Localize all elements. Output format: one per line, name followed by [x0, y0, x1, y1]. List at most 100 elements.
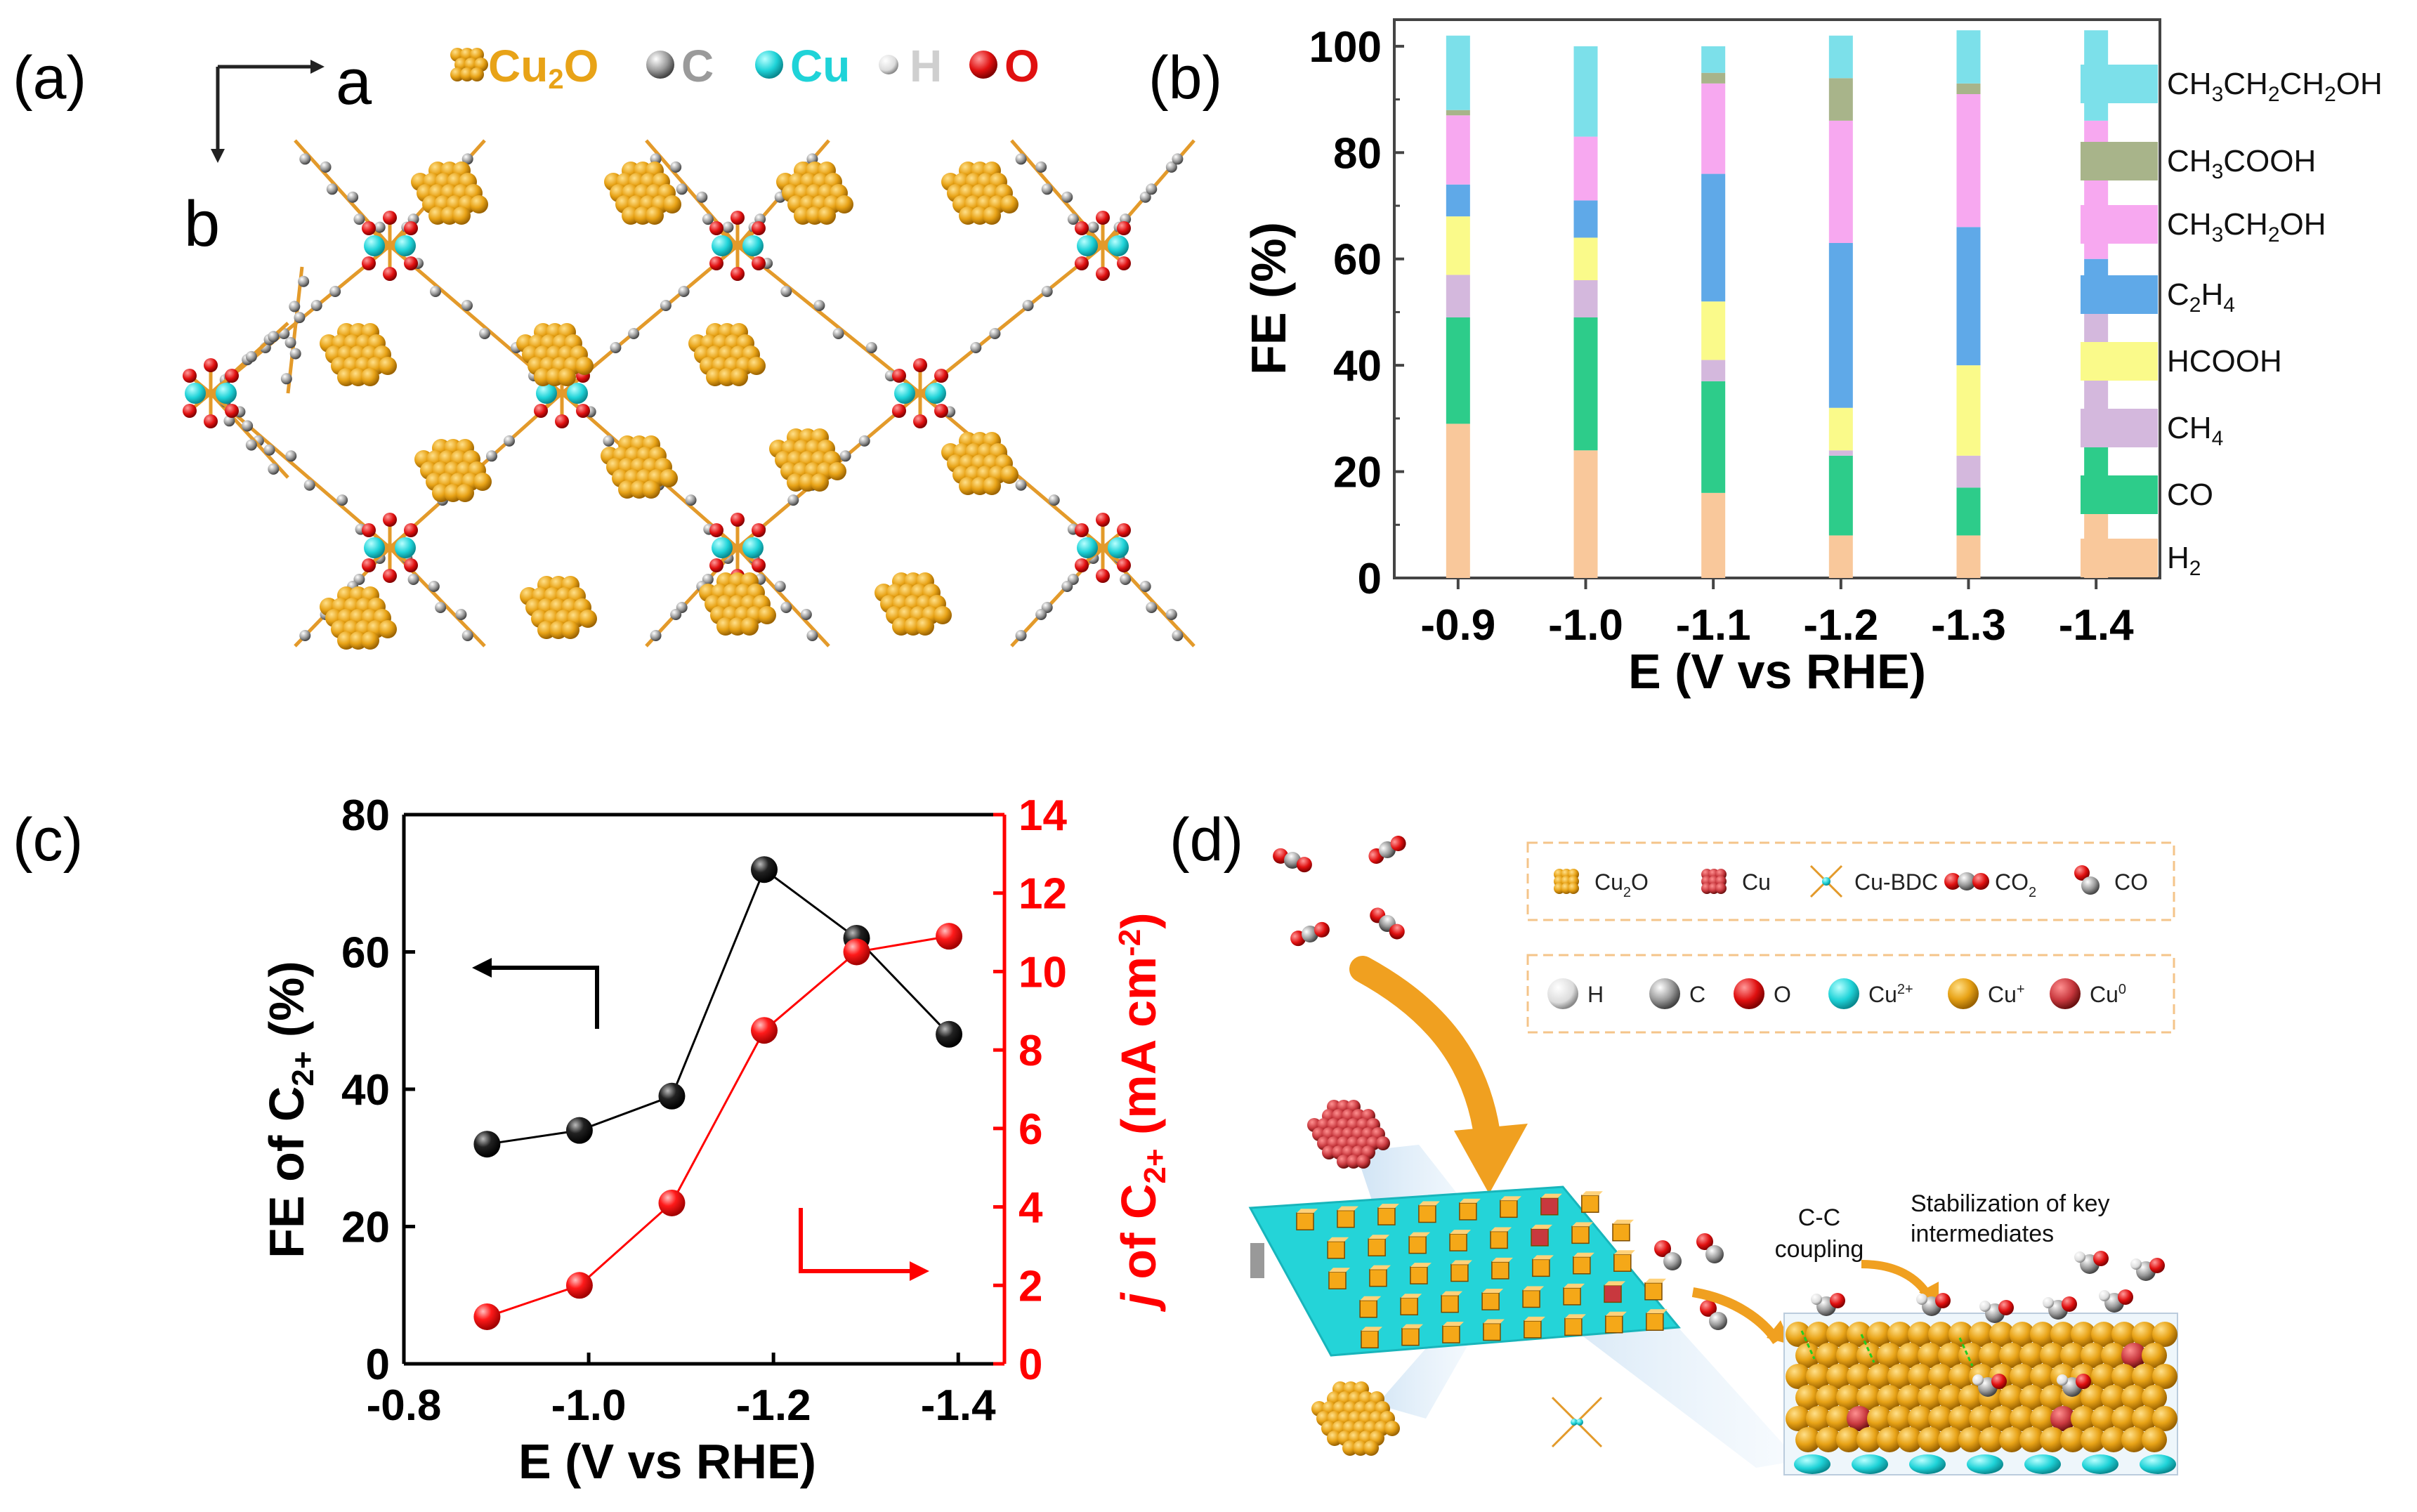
- cu-plus-atom: [1816, 1385, 1841, 1410]
- cu-plus-atom: [1786, 1364, 1811, 1389]
- legend-swatch: [2081, 342, 2158, 381]
- bar-h2--1.0: [1573, 450, 1598, 578]
- fe-point-3: [751, 856, 778, 883]
- carbon-atom: [1035, 609, 1047, 620]
- cu-plus-atom: [1908, 1322, 1933, 1347]
- atom-sphere-icon: [1547, 978, 1578, 1009]
- cu2o-nanocluster: [520, 576, 597, 639]
- cu-plus-atom: [2101, 1385, 2126, 1410]
- carbon-atom: [245, 350, 257, 362]
- carbon-atom: [1139, 191, 1151, 203]
- bar-hcooh--1.2: [1828, 407, 1853, 451]
- co2-molecule-icon: [1370, 907, 1405, 940]
- cu-plus-atom: [1979, 1427, 2004, 1452]
- cu2o-cube: [1532, 1255, 1554, 1277]
- j-point-2: [658, 1189, 686, 1216]
- cu2o-nanocluster: [604, 162, 681, 225]
- oxygen-atom: [1075, 221, 1089, 235]
- cu-cluster: [1307, 1100, 1390, 1169]
- adsorbate-icon: [2074, 1251, 2109, 1274]
- oxygen-atom: [731, 211, 745, 225]
- legend-item-o: O: [969, 41, 1040, 91]
- cu0-atom: [1847, 1406, 1872, 1431]
- oxygen-atom: [404, 256, 418, 270]
- paddlewheel-node: [362, 513, 418, 583]
- y-tick-label: 20: [1333, 449, 1382, 497]
- carbon-atom: [263, 444, 275, 456]
- carbon-atom: [289, 301, 301, 313]
- cu-plus-atom: [2040, 1427, 2065, 1452]
- cu2o-nanocluster: [699, 572, 776, 636]
- cu2o-cube: [1361, 1327, 1382, 1348]
- chart-b-xlabel: E (V vs RHE): [1628, 644, 1926, 699]
- carbon-atom: [650, 630, 662, 641]
- cu0-atom: [2121, 1343, 2147, 1368]
- oxygen-atom: [1117, 523, 1131, 537]
- y-left-tick-label: 20: [341, 1204, 390, 1252]
- cu-plus-atom: [1786, 1322, 1811, 1347]
- legend-item-ch3ch2oh: CH3​CH2​OH: [2081, 205, 2326, 246]
- carbon-atom: [479, 328, 490, 339]
- paddlewheel-node: [183, 358, 239, 428]
- paddlewheel-node: [892, 358, 948, 428]
- cu-plus-atom: [2091, 1364, 2116, 1389]
- bar-ch3ch2oh--1.1: [1701, 83, 1726, 174]
- cu2o-nanocluster: [875, 572, 952, 636]
- carbon-atom: [320, 161, 332, 173]
- legend-atom-c: C: [1649, 978, 1705, 1009]
- oxygen-atom: [362, 523, 376, 537]
- j-point-4: [843, 938, 870, 966]
- small-arrow-2-icon: [1861, 1260, 1932, 1299]
- chart-c-axes: 0 20 40 60 80 0 2 4 6 8 10 12 14 -0.8 -1.0 -1.2 -1.4: [341, 791, 1067, 1430]
- copper-atom: [894, 383, 915, 404]
- oxygen-atom: [709, 221, 723, 235]
- carbon-atom: [461, 630, 473, 641]
- cu-cube: [1604, 1281, 1626, 1303]
- carbon-atom: [1015, 153, 1027, 165]
- left-axis-arrow-icon: [472, 958, 599, 1029]
- oxygen-atom: [404, 523, 418, 537]
- carbon-atom: [430, 286, 441, 297]
- cu2o-cube: [1418, 1201, 1440, 1223]
- cu2o-cube: [1524, 1316, 1545, 1339]
- legend-atom-cu2p: Cu2+: [1828, 978, 1913, 1009]
- legend-item-c: C: [646, 41, 714, 91]
- y-right-tick-label: 0: [1018, 1341, 1042, 1389]
- cu-plus-atom: [1856, 1385, 1882, 1410]
- cu-plus-atom: [1999, 1343, 2024, 1368]
- legend-atom-o: O: [1734, 978, 1791, 1009]
- legend-species-co2: CO2​: [1944, 869, 2036, 900]
- y-right-tick-label: 6: [1018, 1105, 1042, 1154]
- cu2o-cube: [1442, 1322, 1464, 1343]
- cu-plus-atom: [1979, 1343, 2004, 1368]
- carbon-atom: [780, 602, 792, 613]
- mof-framework: [183, 139, 1196, 650]
- chart-c-ylabel-left: FE of C2+ (%): [259, 961, 320, 1258]
- cu-plus-atom: [1847, 1322, 1872, 1347]
- legend-item-hcooh: HCOOH: [2081, 342, 2282, 381]
- cu0-atom: [2050, 1406, 2076, 1431]
- linker-bond: [919, 244, 1104, 395]
- carbon-atom: [800, 609, 812, 620]
- chart-c-xlabel: E (V vs RHE): [518, 1434, 816, 1489]
- cu-plus-atom: [2142, 1385, 2167, 1410]
- chart-b-ylabel: FE (%): [1241, 222, 1296, 375]
- j-point-3: [751, 1017, 778, 1044]
- cu-cube: [1540, 1193, 1562, 1216]
- cu2plus-atom: [2024, 1454, 2061, 1474]
- bar-hcooh--1.3: [1956, 365, 1981, 456]
- h-bond-icon: [1958, 1337, 1974, 1367]
- cu-plus-atom: [2071, 1322, 2096, 1347]
- cu-plus-atom: [2111, 1364, 2137, 1389]
- cu-plus-atom: [2081, 1427, 2106, 1452]
- oxygen-atom: [752, 558, 766, 572]
- carbon-atom: [1120, 574, 1132, 585]
- chart-c-ylabel-right: j of C2+ (mA cm-2): [1111, 912, 1172, 1312]
- cu2o-cube: [1368, 1235, 1390, 1256]
- cu-cube: [1531, 1224, 1553, 1247]
- cu-plus-atom: [2132, 1364, 2157, 1389]
- chart-c-series: [473, 856, 963, 1330]
- carbon-atom: [670, 161, 682, 173]
- cu-plus-atom: [1908, 1364, 1933, 1389]
- oxygen-atom: [404, 558, 418, 572]
